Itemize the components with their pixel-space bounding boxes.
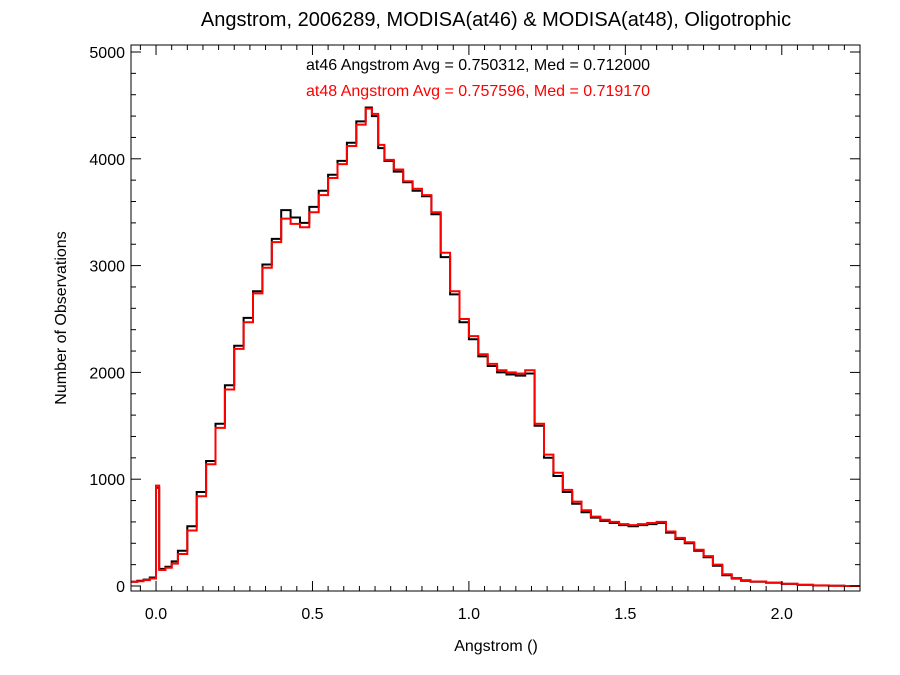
y-tick-label: 5000 xyxy=(89,45,125,62)
y-tick-label: 1000 xyxy=(89,472,125,489)
plot-frame xyxy=(130,44,861,592)
y-tick-label: 2000 xyxy=(89,365,125,382)
x-tick-label: 1.5 xyxy=(614,606,636,623)
y-tick-label: 0 xyxy=(116,579,125,596)
annotation-at46: at46 Angstrom Avg = 0.750312, Med = 0.71… xyxy=(306,57,650,74)
y-tick-label: 3000 xyxy=(89,259,125,276)
x-axis-label: Angstrom () xyxy=(454,638,538,655)
ticks-layer: 0.0 0.5 1.0 1.5 2.0 0 1000 2000 3000 4000 5000 xyxy=(89,45,861,623)
series-1-line xyxy=(131,107,860,587)
x-tick-label: 0.0 xyxy=(145,606,167,623)
x-tick-label: 2.0 xyxy=(771,606,793,623)
x-tick-label: 0.5 xyxy=(301,606,323,623)
chart-title: Angstrom, 2006289, MODISA(at46) & MODISA… xyxy=(201,9,791,31)
series-layer xyxy=(131,106,860,587)
annotation-at48: at48 Angstrom Avg = 0.757596, Med = 0.71… xyxy=(306,83,650,100)
x-tick-label: 1.0 xyxy=(458,606,480,623)
y-tick-label: 4000 xyxy=(89,152,125,169)
series-0-line xyxy=(131,106,860,587)
y-axis-label: Number of Observations xyxy=(53,231,70,404)
